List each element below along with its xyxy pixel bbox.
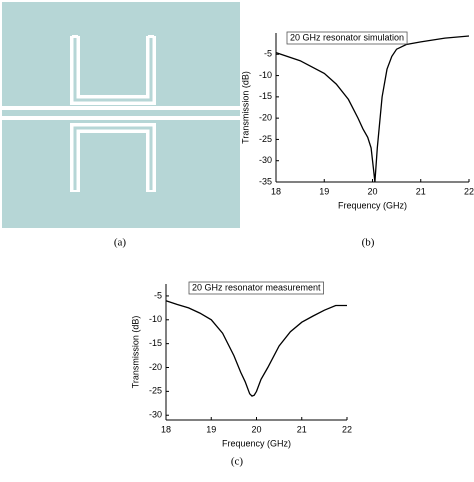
panel-label: (c) (231, 456, 244, 468)
x-tick-label: 22 (342, 424, 352, 434)
y-tick-label: -15 (259, 91, 272, 101)
resonator-layout (2, 2, 240, 228)
panel-label: (b) (362, 237, 375, 249)
y-tick-label: -25 (149, 386, 162, 396)
x-tick-label: 20 (251, 424, 261, 434)
y-axis-label: Transmission (dB) (130, 316, 140, 389)
y-tick-label: -20 (149, 362, 162, 372)
y-tick-label: -10 (259, 70, 272, 80)
x-tick-label: 22 (464, 186, 474, 196)
y-tick-label: -30 (149, 410, 162, 420)
y-tick-label: -5 (154, 290, 162, 300)
annotation-box (286, 31, 408, 45)
data-line (165, 300, 347, 397)
x-tick-label: 20 (367, 186, 377, 196)
y-tick-label: -10 (149, 314, 162, 324)
y-tick-label: -5 (264, 49, 272, 59)
annotation-box (188, 281, 324, 295)
annotation: 20 GHz resonator measurement (192, 282, 321, 292)
x-tick-label: 19 (319, 186, 329, 196)
y-tick-label: -25 (259, 134, 272, 144)
y-tick-label: -20 (259, 113, 272, 123)
y-tick-label: -15 (149, 338, 162, 348)
y-axis-label: Transmission (dB) (240, 71, 250, 144)
x-tick-label: 18 (161, 424, 171, 434)
panel-label: (a) (114, 237, 127, 249)
x-tick-label: 18 (271, 186, 281, 196)
x-tick-label: 21 (416, 186, 426, 196)
annotation: 20 GHz resonator simulation (290, 32, 404, 42)
x-axis-label: Frequency (GHz) (222, 438, 291, 448)
x-tick-label: 19 (206, 424, 216, 434)
x-axis-label: Frequency (GHz) (338, 200, 407, 210)
y-tick-label: -30 (259, 155, 272, 165)
data-line (275, 35, 470, 183)
y-tick-label: -35 (259, 176, 272, 186)
x-tick-label: 21 (297, 424, 307, 434)
